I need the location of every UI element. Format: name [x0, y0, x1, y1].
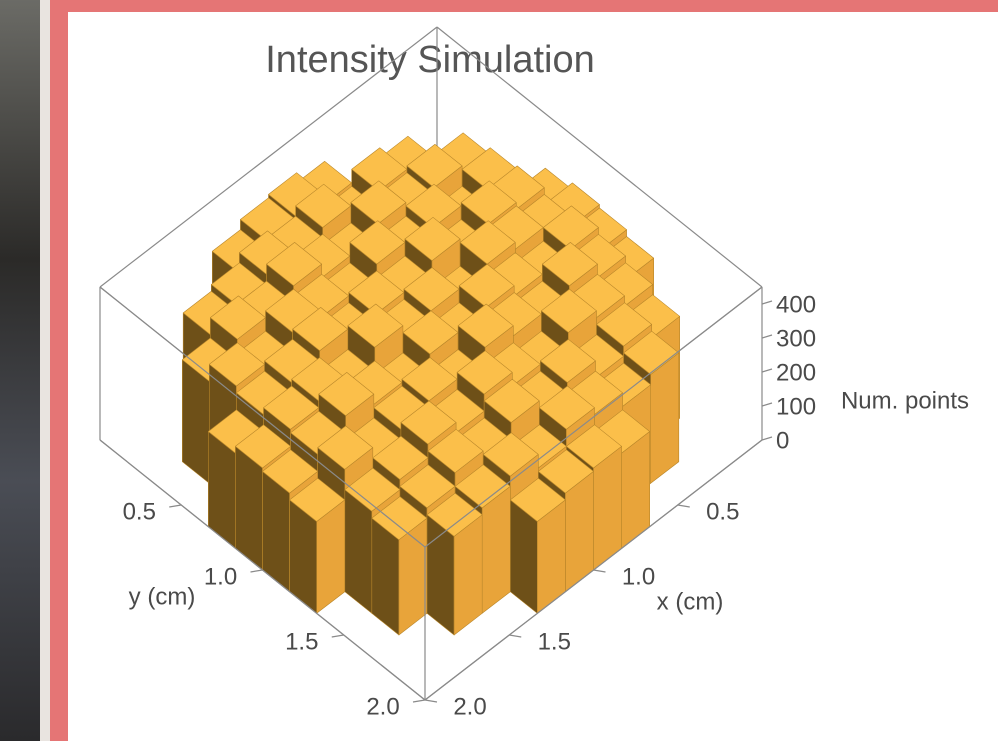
- y-tick-label: 1.0: [204, 563, 237, 590]
- page: {"chart_data": { "type": "histogram3d", …: [0, 0, 998, 741]
- z-tick-label: 0: [776, 427, 789, 454]
- bar-right-face: [651, 353, 679, 483]
- z-tick: [762, 301, 772, 304]
- x-axis-label: x (cm): [657, 588, 724, 615]
- z-tick-label: 100: [776, 393, 816, 420]
- x-tick: [594, 570, 606, 572]
- z-tick: [762, 437, 772, 440]
- z-tick-label: 400: [776, 291, 816, 318]
- y-tick-label: 2.0: [366, 693, 399, 720]
- bar: [290, 478, 345, 613]
- y-tick: [169, 505, 181, 507]
- y-tick: [413, 700, 425, 702]
- x-tick-label: 2.0: [453, 693, 486, 720]
- z-tick-label: 200: [776, 359, 816, 386]
- chart-title: Intensity Simulation: [265, 39, 595, 81]
- chart: Intensity Simulation y (cm) x (cm) Num. …: [0, 0, 998, 741]
- y-tick: [332, 635, 344, 637]
- bar: [372, 497, 427, 636]
- x-tick-label: 1.0: [622, 563, 655, 590]
- x-tick-label: 0.5: [706, 498, 739, 525]
- y-tick: [251, 570, 263, 572]
- frame-top: [68, 0, 998, 12]
- y-tick-label: 1.5: [285, 628, 318, 655]
- x-tick: [425, 700, 437, 702]
- bar: [427, 493, 482, 635]
- y-axis-label: y (cm): [129, 583, 196, 610]
- y-tick-label: 0.5: [123, 498, 156, 525]
- background-photo: [0, 0, 40, 741]
- x-tick: [509, 635, 521, 637]
- z-tick: [762, 335, 772, 338]
- z-tick: [762, 369, 772, 372]
- z-axis-label: Num. points: [841, 387, 969, 414]
- bar: [510, 478, 565, 613]
- z-tick-label: 300: [776, 325, 816, 352]
- z-tick: [762, 403, 772, 406]
- bar-right-face: [482, 486, 510, 613]
- gap: [40, 0, 50, 741]
- x-tick-label: 1.5: [538, 628, 571, 655]
- x-tick: [678, 505, 690, 507]
- frame-left: [50, 0, 68, 741]
